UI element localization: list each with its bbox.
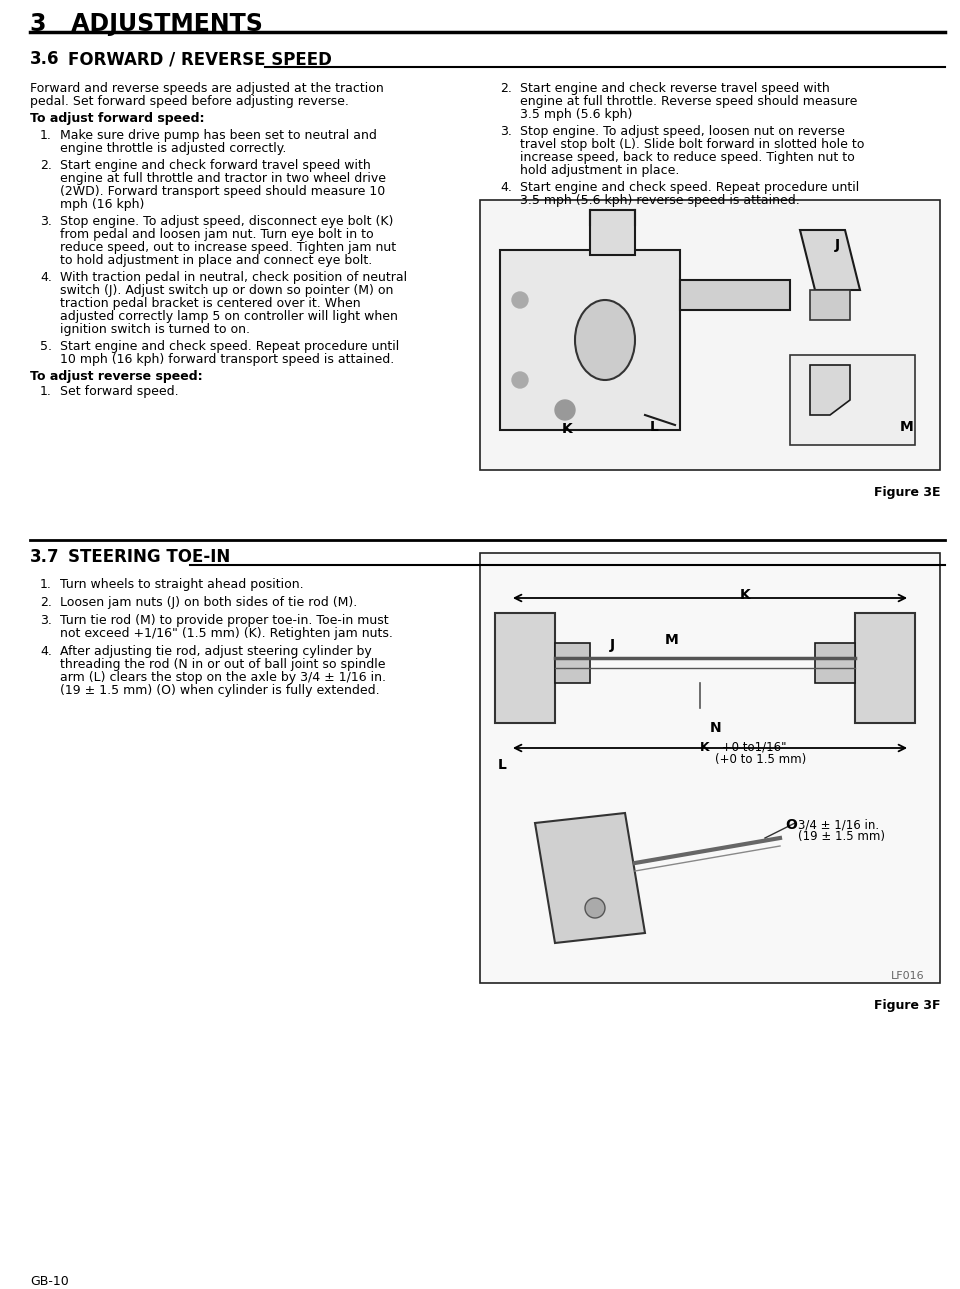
Text: Make sure drive pump has been set to neutral and: Make sure drive pump has been set to neu…: [60, 129, 377, 142]
Text: O: O: [785, 819, 797, 831]
Circle shape: [512, 293, 528, 308]
Text: Turn tie rod (M) to provide proper toe-in. Toe-in must: Turn tie rod (M) to provide proper toe-i…: [60, 614, 389, 626]
Text: L: L: [650, 420, 659, 434]
Text: 3.: 3.: [500, 125, 512, 138]
Text: 2.: 2.: [40, 596, 52, 608]
Text: travel stop bolt (L). Slide bolt forward in slotted hole to: travel stop bolt (L). Slide bolt forward…: [520, 138, 864, 151]
Text: M: M: [665, 633, 679, 647]
Text: 5.: 5.: [40, 340, 52, 353]
Text: Forward and reverse speeds are adjusted at the traction: Forward and reverse speeds are adjusted …: [30, 82, 384, 95]
Bar: [480, 200, 940, 470]
Text: increase speed, back to reduce speed. Tighten nut to: increase speed, back to reduce speed. Ti…: [520, 151, 854, 164]
Text: 3.5 mph (5.6 kph): 3.5 mph (5.6 kph): [520, 108, 633, 121]
Text: Start engine and check speed. Repeat procedure until: Start engine and check speed. Repeat pro…: [520, 180, 859, 195]
Text: Set forward speed.: Set forward speed.: [60, 385, 179, 398]
Text: Figure 3F: Figure 3F: [874, 999, 940, 1012]
Text: threading the rod (N in or out of ball joint so spindle: threading the rod (N in or out of ball j…: [60, 657, 386, 672]
Polygon shape: [555, 643, 590, 683]
Text: not exceed +1/16" (1.5 mm) (K). Retighten jam nuts.: not exceed +1/16" (1.5 mm) (K). Retighte…: [60, 626, 393, 641]
Polygon shape: [535, 813, 645, 944]
Text: J: J: [835, 238, 840, 253]
Polygon shape: [810, 365, 850, 415]
Text: 1.: 1.: [40, 129, 52, 142]
Text: (19 ± 1.5 mm) (O) when cylinder is fully extended.: (19 ± 1.5 mm) (O) when cylinder is fully…: [60, 684, 379, 697]
Text: (2WD). Forward transport speed should measure 10: (2WD). Forward transport speed should me…: [60, 186, 385, 199]
Text: 4.: 4.: [500, 180, 512, 195]
Polygon shape: [800, 229, 860, 290]
Text: switch (J). Adjust switch up or down so pointer (M) on: switch (J). Adjust switch up or down so …: [60, 284, 394, 296]
Text: pedal. Set forward speed before adjusting reverse.: pedal. Set forward speed before adjustin…: [30, 95, 348, 108]
Text: N: N: [710, 721, 722, 735]
Ellipse shape: [575, 300, 635, 380]
Text: 3.6: 3.6: [30, 50, 60, 68]
Text: 3   ADJUSTMENTS: 3 ADJUSTMENTS: [30, 12, 263, 36]
Bar: [810, 290, 850, 320]
Text: Start engine and check reverse travel speed with: Start engine and check reverse travel sp…: [520, 82, 829, 95]
Text: M: M: [900, 420, 914, 434]
Text: adjusted correctly lamp 5 on controller will light when: adjusted correctly lamp 5 on controller …: [60, 309, 397, 324]
Text: Start engine and check forward travel speed with: Start engine and check forward travel sp…: [60, 159, 371, 171]
Text: hold adjustment in place.: hold adjustment in place.: [520, 164, 680, 177]
Text: 10 mph (16 kph) forward transport speed is attained.: 10 mph (16 kph) forward transport speed …: [60, 353, 395, 366]
Text: engine at full throttle and tractor in two wheel drive: engine at full throttle and tractor in t…: [60, 171, 386, 186]
Polygon shape: [680, 280, 790, 309]
Text: Figure 3E: Figure 3E: [874, 486, 940, 499]
Text: arm (L) clears the stop on the axle by 3/4 ± 1/16 in.: arm (L) clears the stop on the axle by 3…: [60, 672, 386, 684]
Text: 1.: 1.: [40, 385, 52, 398]
Text: reduce speed, out to increase speed. Tighten jam nut: reduce speed, out to increase speed. Tig…: [60, 241, 396, 254]
Text: mph (16 kph): mph (16 kph): [60, 199, 144, 211]
Text: 1.: 1.: [40, 577, 52, 590]
Text: 4.: 4.: [40, 271, 52, 284]
Text: STEERING TOE-IN: STEERING TOE-IN: [68, 548, 230, 566]
Text: (+0 to 1.5 mm): (+0 to 1.5 mm): [715, 753, 806, 766]
Text: from pedal and loosen jam nut. Turn eye bolt in to: from pedal and loosen jam nut. Turn eye …: [60, 228, 373, 241]
Polygon shape: [590, 210, 635, 255]
Text: K: K: [740, 588, 751, 602]
Text: With traction pedal in neutral, check position of neutral: With traction pedal in neutral, check po…: [60, 271, 407, 284]
Text: traction pedal bracket is centered over it. When: traction pedal bracket is centered over …: [60, 296, 361, 309]
Text: K: K: [562, 422, 573, 436]
Text: Start engine and check speed. Repeat procedure until: Start engine and check speed. Repeat pro…: [60, 340, 399, 353]
Text: GB-10: GB-10: [30, 1275, 69, 1288]
Text: engine at full throttle. Reverse speed should measure: engine at full throttle. Reverse speed s…: [520, 95, 857, 108]
Text: J: J: [610, 638, 615, 652]
Circle shape: [555, 400, 575, 420]
Circle shape: [585, 898, 605, 918]
Text: 4.: 4.: [40, 644, 52, 657]
Text: 2.: 2.: [40, 159, 52, 171]
Text: To adjust reverse speed:: To adjust reverse speed:: [30, 370, 203, 383]
Text: Turn wheels to straight ahead position.: Turn wheels to straight ahead position.: [60, 577, 303, 590]
Bar: [855, 614, 915, 723]
Text: 3.7: 3.7: [30, 548, 60, 566]
Text: Loosen jam nuts (J) on both sides of tie rod (M).: Loosen jam nuts (J) on both sides of tie…: [60, 596, 357, 608]
Text: FORWARD / REVERSE SPEED: FORWARD / REVERSE SPEED: [68, 50, 332, 68]
Text: Stop engine. To adjust speed, loosen nut on reverse: Stop engine. To adjust speed, loosen nut…: [520, 125, 845, 138]
Text: to hold adjustment in place and connect eye bolt.: to hold adjustment in place and connect …: [60, 254, 372, 267]
Text: After adjusting tie rod, adjust steering cylinder by: After adjusting tie rod, adjust steering…: [60, 644, 372, 657]
Text: +0 to1/16": +0 to1/16": [718, 741, 786, 754]
Text: engine throttle is adjusted correctly.: engine throttle is adjusted correctly.: [60, 142, 286, 155]
Text: 3.5 mph (5.6 kph) reverse speed is attained.: 3.5 mph (5.6 kph) reverse speed is attai…: [520, 195, 800, 208]
Text: L: L: [498, 758, 507, 772]
Polygon shape: [500, 250, 680, 431]
Text: (19 ± 1.5 mm): (19 ± 1.5 mm): [798, 830, 885, 843]
Text: ignition switch is turned to on.: ignition switch is turned to on.: [60, 324, 250, 336]
Text: 3/4 ± 1/16 in.: 3/4 ± 1/16 in.: [798, 819, 879, 831]
Bar: [480, 553, 940, 984]
Text: Stop engine. To adjust speed, disconnect eye bolt (K): Stop engine. To adjust speed, disconnect…: [60, 215, 394, 228]
Text: LF016: LF016: [892, 971, 925, 981]
Text: K: K: [700, 741, 709, 754]
Bar: [495, 614, 555, 723]
Polygon shape: [815, 643, 855, 683]
Text: 2.: 2.: [500, 82, 512, 95]
Text: To adjust forward speed:: To adjust forward speed:: [30, 112, 204, 125]
Text: 3.: 3.: [40, 614, 52, 626]
Text: 3.: 3.: [40, 215, 52, 228]
Bar: [790, 354, 915, 445]
Circle shape: [512, 373, 528, 388]
